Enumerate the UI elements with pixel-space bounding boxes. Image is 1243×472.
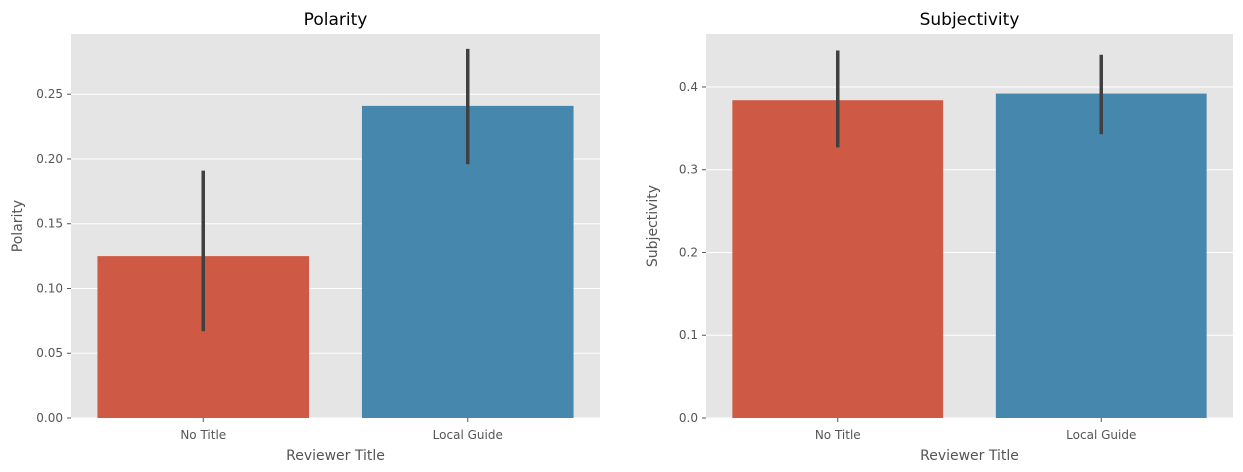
subjectivity-y-tick-label: 0.1: [679, 328, 698, 342]
subjectivity-y-ticks: 0.0 0.1 0.2 0.3 0.4: [679, 80, 706, 425]
polarity-y-ticks: 0.00 0.05 0.10 0.15 0.20 0.25: [36, 87, 71, 425]
polarity-title: Polarity: [304, 10, 368, 30]
polarity-x-tick-label: Local Guide: [433, 428, 503, 442]
polarity-y-tick-label: 0.00: [36, 411, 63, 425]
subjectivity-x-axis-label: Reviewer Title: [920, 448, 1019, 464]
subjectivity-bars: [732, 93, 1207, 418]
polarity-y-tick-label: 0.10: [36, 281, 63, 295]
subjectivity-y-tick-label: 0.0: [679, 411, 698, 425]
subjectivity-y-axis-label: Subjectivity: [645, 185, 661, 267]
polarity-y-tick-label: 0.20: [36, 152, 63, 166]
polarity-y-tick-label: 0.15: [36, 217, 63, 231]
subjectivity-y-tick-label: 0.4: [679, 80, 698, 94]
polarity-y-tick-label: 0.25: [36, 87, 63, 101]
polarity-x-tick-label: No Title: [180, 428, 226, 442]
subjectivity-y-tick-label: 0.2: [679, 245, 698, 259]
subjectivity-bar: [995, 93, 1207, 418]
polarity-subplot: 0.00 0.05 0.10 0.15 0.20 0.25 No Title Local G…: [10, 10, 600, 464]
subjectivity-title: Subjectivity: [920, 10, 1020, 30]
subjectivity-bar: [732, 100, 944, 418]
subjectivity-x-ticks: No Title Local Guide: [815, 418, 1136, 442]
polarity-y-axis-label: Polarity: [10, 200, 26, 252]
polarity-error-bars: [201, 48, 470, 332]
polarity-x-ticks: No Title Local Guide: [180, 418, 503, 442]
subjectivity-subplot: 0.0 0.1 0.2 0.3 0.4 No Title Local Guide Subj…: [645, 10, 1233, 464]
subjectivity-y-tick-label: 0.3: [679, 163, 698, 177]
polarity-y-tick-label: 0.05: [36, 346, 63, 360]
subjectivity-x-tick-label: No Title: [815, 428, 861, 442]
subjectivity-error-bars: [836, 50, 1103, 148]
polarity-x-axis-label: Reviewer Title: [286, 448, 385, 464]
subjectivity-x-tick-label: Local Guide: [1066, 428, 1136, 442]
